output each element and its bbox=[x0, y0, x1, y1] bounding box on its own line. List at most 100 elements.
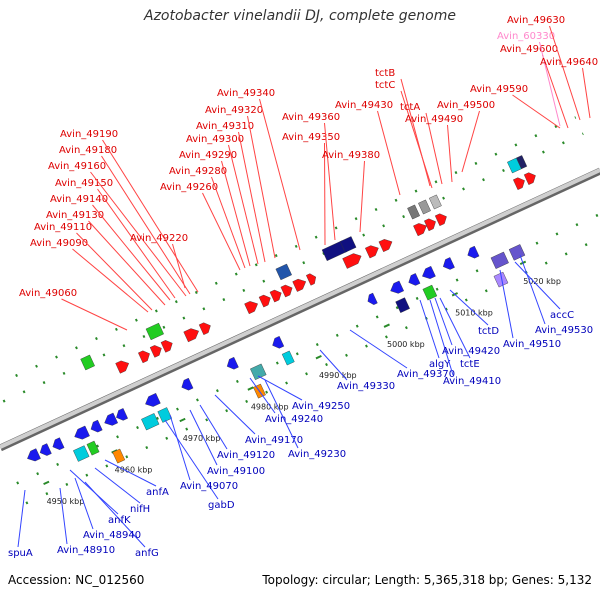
gene-block bbox=[395, 297, 410, 313]
guide-line bbox=[25, 236, 600, 505]
tick-label: 4950 kbp bbox=[47, 497, 85, 506]
gene-label: anfA bbox=[146, 487, 169, 498]
reverse-gene bbox=[422, 265, 436, 279]
forward-gene bbox=[364, 245, 379, 259]
topology-summary: Topology: circular; Length: 5,365,318 bp… bbox=[262, 573, 592, 587]
gene-label: Avin_49260 bbox=[160, 182, 218, 193]
gene-label: Avin_49490 bbox=[405, 114, 463, 125]
label-leader bbox=[97, 188, 176, 299]
gene-block bbox=[275, 263, 292, 281]
gene-label: Avin_49290 bbox=[179, 150, 237, 161]
reverse-gene bbox=[27, 448, 41, 462]
label-leader bbox=[74, 477, 94, 530]
gene-label: Avin_49410 bbox=[443, 376, 501, 387]
gene-label: Avin_49180 bbox=[59, 145, 117, 156]
tick-label: 5000 kbp bbox=[387, 340, 425, 349]
gene-block bbox=[112, 448, 126, 464]
tick-mark bbox=[383, 323, 390, 328]
gene-label: Avin_49250 bbox=[292, 401, 350, 412]
gene-label: Avin_49280 bbox=[169, 166, 227, 177]
forward-gene bbox=[434, 213, 447, 227]
label-leader bbox=[61, 298, 128, 331]
reverse-gene bbox=[467, 245, 480, 259]
forward-gene bbox=[512, 177, 525, 191]
gene-label: gabD bbox=[208, 500, 235, 511]
label-leader bbox=[519, 254, 546, 325]
tick-label: 4980 kbp bbox=[251, 403, 289, 412]
gene-label: Avin_49300 bbox=[186, 134, 244, 145]
tick-label: 4960 kbp bbox=[115, 466, 153, 475]
reverse-gene bbox=[390, 280, 405, 294]
gene-label: Avin_49120 bbox=[217, 450, 275, 461]
label-leader bbox=[429, 299, 454, 376]
tick-label: 4990 kbp bbox=[319, 371, 357, 380]
gene-block bbox=[141, 413, 160, 431]
gene-label: tctC bbox=[375, 80, 395, 91]
gene-block bbox=[80, 354, 95, 371]
gene-block bbox=[86, 440, 100, 456]
label-leader bbox=[324, 122, 336, 241]
gene-block bbox=[516, 155, 528, 170]
reverse-gene bbox=[74, 425, 90, 440]
label-leader bbox=[199, 404, 228, 450]
forward-gene bbox=[115, 360, 130, 374]
backbone bbox=[0, 168, 600, 449]
reverse-gene bbox=[52, 437, 65, 450]
gene-label: Avin_49330 bbox=[337, 381, 395, 392]
label-leader bbox=[214, 394, 256, 435]
gene-label: Avin_49510 bbox=[503, 339, 561, 350]
label-leader bbox=[69, 469, 119, 515]
label-leader bbox=[172, 243, 186, 289]
gene-label: Avin_49590 bbox=[470, 84, 528, 95]
reverse-gene bbox=[90, 419, 103, 433]
label-leader bbox=[582, 67, 591, 119]
gene-label: Avin_49060 bbox=[19, 288, 77, 299]
reverse-gene bbox=[442, 257, 455, 270]
gene-label: Avin_48910 bbox=[57, 545, 115, 556]
genome-title: Azotobacter vinelandii DJ, complete geno… bbox=[144, 8, 456, 24]
reverse-gene bbox=[226, 356, 239, 370]
gene-label: anfK bbox=[108, 515, 131, 526]
gene-label: Avin_49190 bbox=[60, 129, 118, 140]
guide-line bbox=[0, 116, 577, 385]
forward-gene bbox=[160, 340, 173, 353]
gene-label: Avin_49360 bbox=[282, 112, 340, 123]
gene-label: Avin_49150 bbox=[55, 178, 113, 189]
gene-block bbox=[418, 199, 431, 215]
label-leader bbox=[17, 489, 26, 548]
gene-label: anfG bbox=[135, 548, 159, 559]
label-leader bbox=[202, 192, 241, 271]
gene-block bbox=[407, 204, 420, 220]
gene-block bbox=[428, 194, 442, 210]
gene-label: Avin_49090 bbox=[30, 238, 88, 249]
reverse-gene bbox=[181, 377, 194, 391]
gene-label: Avin_49420 bbox=[442, 346, 500, 357]
gene-label: tctE bbox=[460, 359, 480, 370]
gene-label: Avin_49070 bbox=[180, 481, 238, 492]
label-leader bbox=[324, 142, 326, 246]
label-leader bbox=[439, 297, 471, 359]
label-leader bbox=[461, 110, 480, 173]
label-leader bbox=[59, 487, 68, 545]
gene-block bbox=[422, 284, 438, 301]
forward-gene bbox=[138, 350, 150, 364]
gene-block bbox=[250, 363, 267, 381]
forward-gene bbox=[342, 253, 362, 269]
reverse-gene bbox=[408, 273, 421, 286]
gene-label: Avin_49170 bbox=[245, 435, 303, 446]
gene-label: Avin_49530 bbox=[535, 325, 593, 336]
label-leader bbox=[257, 375, 303, 401]
label-leader bbox=[512, 94, 561, 129]
forward-gene bbox=[244, 301, 258, 315]
label-leader bbox=[377, 110, 401, 196]
label-leader bbox=[92, 204, 171, 301]
gene-label: Avin_49630 bbox=[507, 15, 565, 26]
forward-gene bbox=[280, 284, 293, 298]
gene-label: Avin_49640 bbox=[540, 57, 598, 68]
label-leader bbox=[549, 25, 581, 121]
accession-text: Accession: NC_012560 bbox=[8, 573, 145, 587]
forward-gene bbox=[183, 328, 199, 343]
gene-label: Avin_49320 bbox=[205, 105, 263, 116]
gene-block bbox=[145, 322, 164, 341]
forward-gene bbox=[149, 345, 162, 358]
